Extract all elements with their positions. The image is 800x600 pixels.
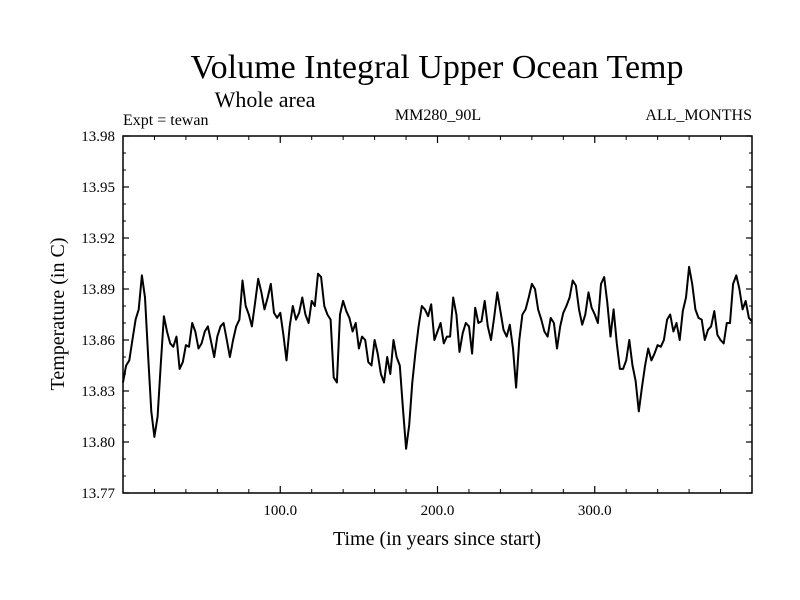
- y-tick-label: 13.80: [81, 435, 115, 451]
- y-tick-label: 13.92: [81, 231, 115, 247]
- temperature-series-line: [122, 265, 753, 450]
- y-axis-label: Temperature (in C): [47, 238, 69, 391]
- x-tick-label: 100.0: [263, 503, 297, 519]
- months-annotation: ALL_MONTHS: [645, 107, 752, 124]
- chart-subtitle: Whole area: [215, 87, 316, 112]
- expt-annotation: Expt = tewan: [123, 112, 208, 129]
- y-tick-label: 13.83: [81, 384, 115, 400]
- y-tick-label: 13.77: [81, 486, 115, 502]
- model-annotation: MM280_90L: [395, 107, 481, 124]
- x-axis-label: Time (in years since start): [333, 528, 541, 550]
- x-axis-ticks: 100.0 200.0 300.0: [153, 136, 722, 519]
- y-tick-label: 13.86: [81, 333, 115, 349]
- y-tick-label: 13.95: [81, 180, 115, 196]
- y-tick-label: 13.89: [81, 282, 115, 298]
- x-tick-label: 300.0: [578, 503, 612, 519]
- plot-frame: [122, 135, 753, 494]
- y-axis-ticks: 13.77 13.80 13.83 13.86 13.89 13.92 13.95 13.98: [81, 129, 752, 502]
- y-tick-label: 13.98: [81, 129, 115, 145]
- chart-title: Volume Integral Upper Ocean Temp: [191, 49, 684, 86]
- x-tick-label: 200.0: [421, 503, 455, 519]
